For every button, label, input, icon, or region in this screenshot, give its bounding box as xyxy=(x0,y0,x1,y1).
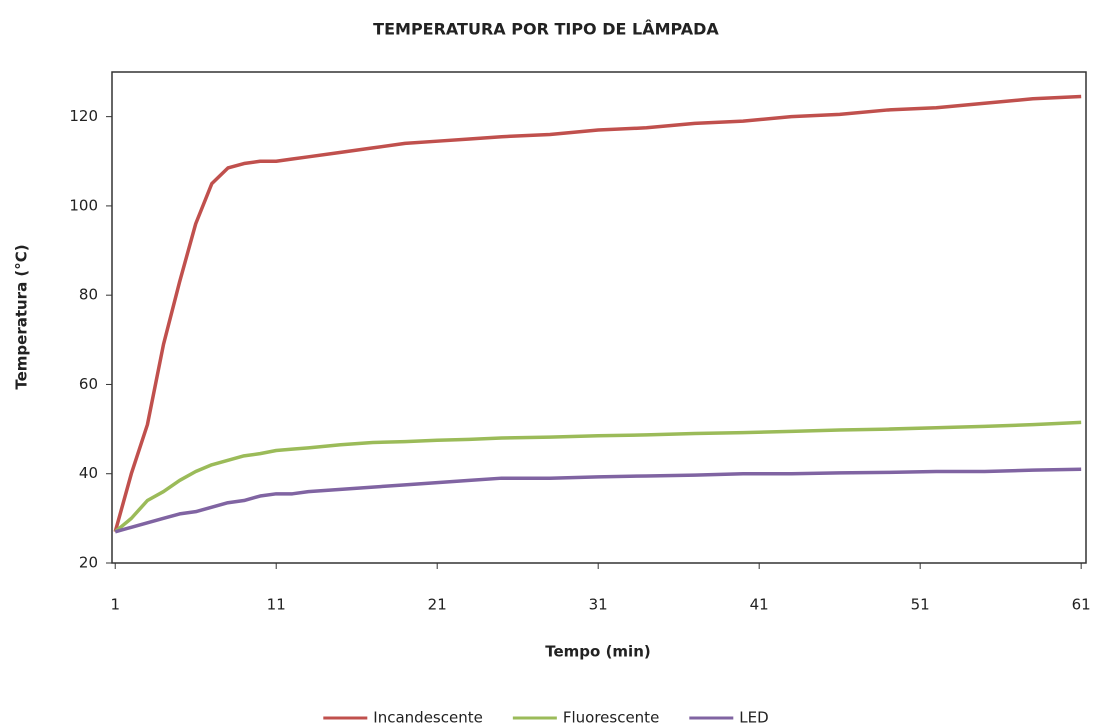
y-tick-label: 40 xyxy=(79,464,98,482)
x-tick-label: 31 xyxy=(589,596,608,614)
legend-label: Fluorescente xyxy=(563,709,659,727)
y-tick-label: 80 xyxy=(79,286,98,304)
x-tick-label: 21 xyxy=(428,596,447,614)
series-line xyxy=(114,420,1082,534)
x-axis-title: Tempo (min) xyxy=(545,643,650,661)
x-tick-label: 41 xyxy=(750,596,769,614)
y-tick-label: 20 xyxy=(79,554,98,572)
plot-frame xyxy=(111,71,1087,564)
legend-label: Incandescente xyxy=(373,709,483,727)
y-tick-label: 100 xyxy=(69,196,98,214)
series-line xyxy=(113,94,1082,533)
chart-title: TEMPERATURA POR TIPO DE LÂMPADA xyxy=(373,20,719,39)
x-tick-label: 11 xyxy=(267,596,286,614)
y-tick-label: 120 xyxy=(69,107,98,125)
legend-label: LED xyxy=(739,709,768,727)
y-tick-label: 60 xyxy=(79,375,98,393)
x-tick-label: 51 xyxy=(911,596,930,614)
x-tick-label: 1 xyxy=(110,596,120,614)
x-tick-label: 61 xyxy=(1072,596,1091,614)
y-axis-title: Temperatura (°C) xyxy=(13,244,31,389)
series-line xyxy=(114,467,1082,534)
